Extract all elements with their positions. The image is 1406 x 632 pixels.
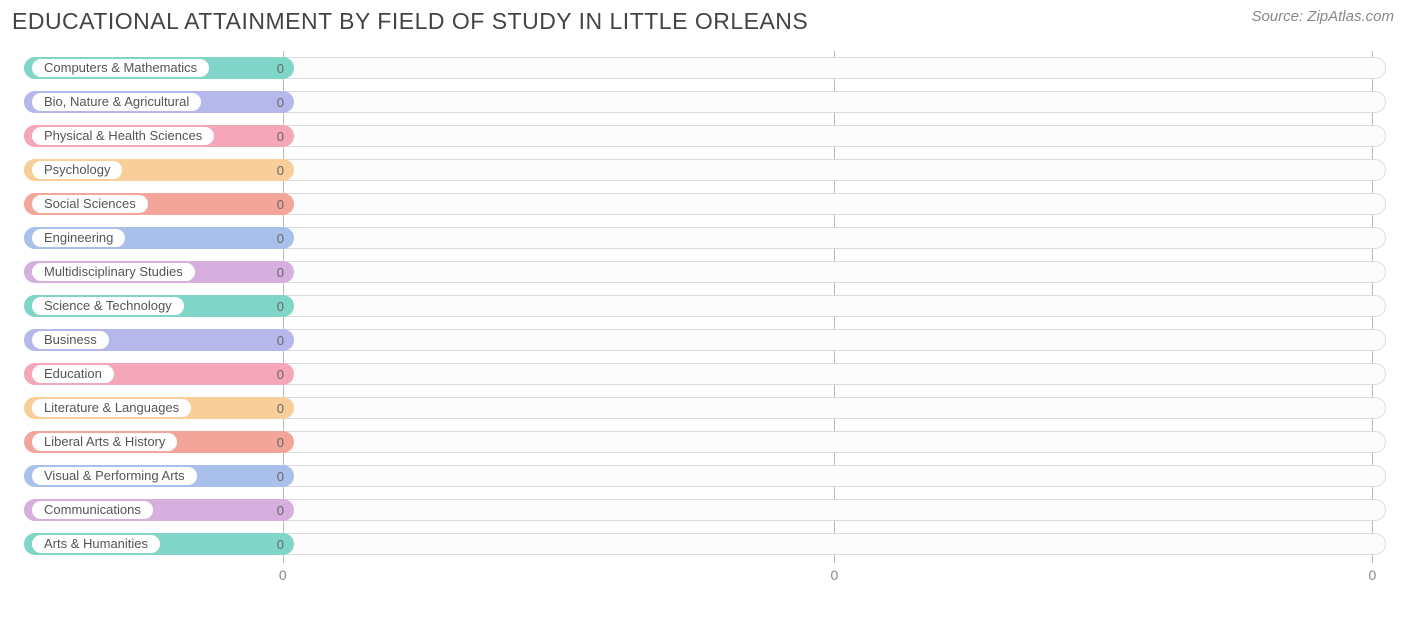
chart-area: Computers & Mathematics0Bio, Nature & Ag… [12,51,1394,591]
bar-pill: Bio, Nature & Agricultural 0 [24,91,294,113]
bar-pill: Communications 0 [24,499,294,521]
bar-value: 0 [277,231,284,246]
bar-value: 0 [277,469,284,484]
bar-row: Literature & Languages 0 [24,391,1386,425]
x-axis-tick: 0 [830,567,838,583]
bar-value: 0 [277,401,284,416]
bar-row: Multidisciplinary Studies 0 [24,255,1386,289]
bar-label: Engineering [32,229,125,247]
bar-label: Literature & Languages [32,399,191,417]
bar-label: Multidisciplinary Studies [32,263,195,281]
bar-pill: Liberal Arts & History 0 [24,431,294,453]
bar-value: 0 [277,265,284,280]
bar-label: Communications [32,501,153,519]
chart-header: EDUCATIONAL ATTAINMENT BY FIELD OF STUDY… [12,8,1394,35]
bar-pill: Science & Technology 0 [24,295,294,317]
bar-value: 0 [277,299,284,314]
bar-label: Computers & Mathematics [32,59,209,77]
bar-value: 0 [277,95,284,110]
bar-pill: Engineering 0 [24,227,294,249]
chart-source: Source: ZipAtlas.com [1251,8,1394,25]
bar-pill: Visual & Performing Arts 0 [24,465,294,487]
bar-row: Business 0 [24,323,1386,357]
bar-value: 0 [277,537,284,552]
bar-value: 0 [277,197,284,212]
bar-pill: Social Sciences 0 [24,193,294,215]
bar-pill: Physical & Health Sciences 0 [24,125,294,147]
bar-row: Bio, Nature & Agricultural 0 [24,85,1386,119]
bar-row: Psychology 0 [24,153,1386,187]
x-axis-tick: 0 [1368,567,1376,583]
bar-pill: Business 0 [24,329,294,351]
bar-pill: Education 0 [24,363,294,385]
bar-row: Education 0 [24,357,1386,391]
bar-pill: Psychology 0 [24,159,294,181]
bar-pill: Multidisciplinary Studies 0 [24,261,294,283]
bar-row: Engineering 0 [24,221,1386,255]
bar-value: 0 [277,367,284,382]
bar-row: Computers & Mathematics 0 [24,51,1386,85]
bar-value: 0 [277,333,284,348]
chart-plot: Computers & Mathematics0Bio, Nature & Ag… [24,51,1386,563]
bar-label: Business [32,331,109,349]
x-axis-tick: 0 [279,567,287,583]
bar-label: Liberal Arts & History [32,433,177,451]
bar-value: 0 [277,129,284,144]
bar-row: Social Sciences 0 [24,187,1386,221]
bar-label: Psychology [32,161,122,179]
bar-value: 0 [277,163,284,178]
bar-row: Liberal Arts & History 0 [24,425,1386,459]
bar-value: 0 [277,503,284,518]
bar-row: Visual & Performing Arts 0 [24,459,1386,493]
bar-row: Science & Technology 0 [24,289,1386,323]
bar-label: Education [32,365,114,383]
bar-label: Visual & Performing Arts [32,467,197,485]
bar-label: Arts & Humanities [32,535,160,553]
bar-label: Bio, Nature & Agricultural [32,93,201,111]
bar-label: Physical & Health Sciences [32,127,214,145]
chart-title: EDUCATIONAL ATTAINMENT BY FIELD OF STUDY… [12,8,808,35]
bar-value: 0 [277,435,284,450]
bar-pill: Arts & Humanities 0 [24,533,294,555]
bar-value: 0 [277,61,284,76]
x-axis: 0 0 0 [24,567,1386,591]
bar-pill: Computers & Mathematics 0 [24,57,294,79]
bar-label: Social Sciences [32,195,148,213]
bar-row: Arts & Humanities 0 [24,527,1386,561]
bar-label: Science & Technology [32,297,184,315]
bar-row: Physical & Health Sciences 0 [24,119,1386,153]
bar-pill: Literature & Languages 0 [24,397,294,419]
bar-row: Communications 0 [24,493,1386,527]
